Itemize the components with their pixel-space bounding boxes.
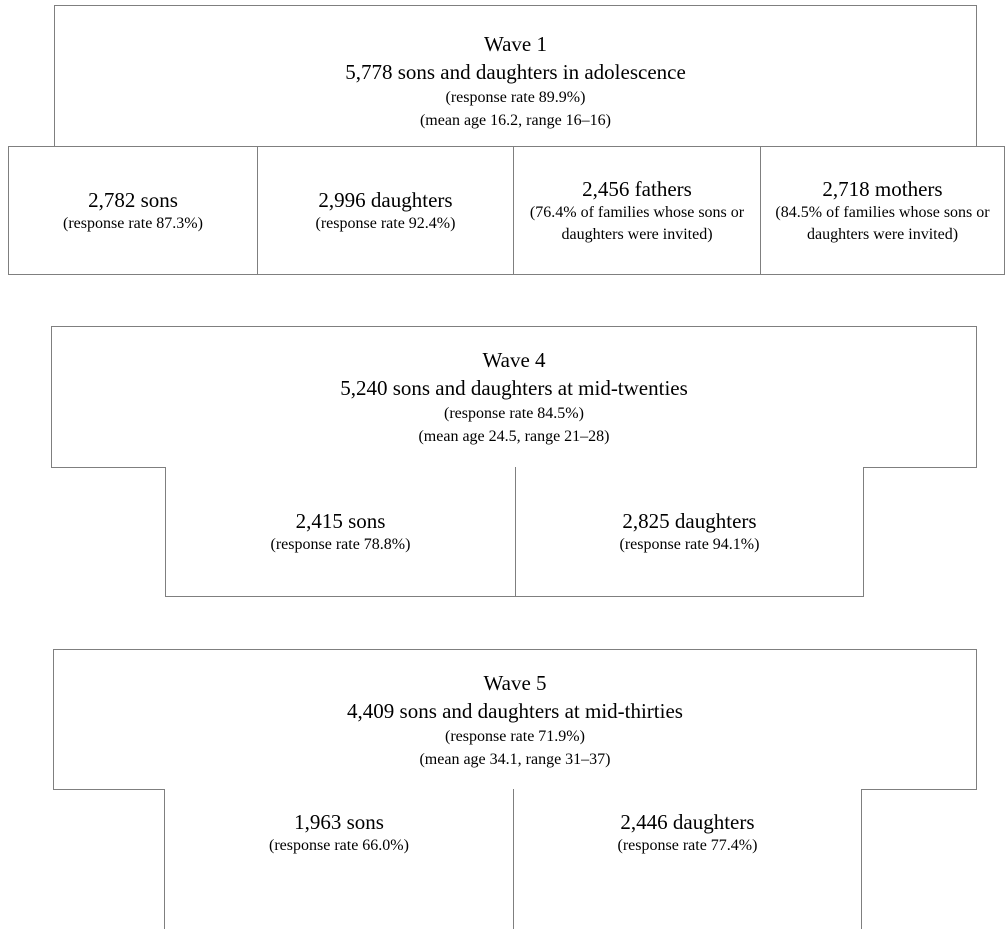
wave5-title: Wave 5 [483, 670, 547, 695]
wave5-response-rate: (response rate 71.9%) [445, 727, 585, 745]
wave5-sons-count: 1,963 sons [294, 810, 384, 834]
wave1-age: (mean age 16.2, range 16–16) [419, 111, 612, 129]
wave1-sons-detail: (response rate 87.3%) [63, 214, 203, 232]
wave5-daughters-count: 2,446 daughters [620, 810, 755, 834]
wave1-daughters-detail: (response rate 92.4%) [315, 214, 456, 232]
wave1-response-rate: (response rate 89.9%) [445, 88, 586, 106]
wave5-sons-detail: (response rate 66.0%) [269, 837, 409, 854]
wave5-header-box: Wave 5 4,409 sons and daughters at mid-t… [53, 649, 977, 790]
wave1-sons-box: 2,782 sons (response rate 87.3%) [8, 146, 258, 275]
wave1-summary: 5,778 sons and daughters in adolescence [345, 59, 686, 84]
wave4-daughters-count: 2,825 daughters [622, 508, 757, 533]
wave1-mothers-box: 2,718 mothers (84.5% of families whose s… [760, 146, 1005, 275]
wave5-daughters-box: 2,446 daughters (response rate 77.4%) [513, 789, 862, 929]
wave4-title: Wave 4 [482, 348, 546, 372]
wave4-daughters-box: 2,825 daughters (response rate 94.1%) [515, 467, 864, 597]
wave4-summary: 5,240 sons and daughters at mid-twenties [340, 376, 688, 400]
wave1-fathers-count: 2,456 fathers [582, 176, 692, 201]
wave4-daughters-detail: (response rate 94.1%) [619, 535, 760, 553]
wave5-daughters-detail: (response rate 77.4%) [617, 837, 758, 854]
wave1-mothers-detail: (84.5% of families whose sons or daughte… [775, 203, 990, 243]
wave4-sons-box: 2,415 sons (response rate 78.8%) [165, 467, 516, 597]
wave4-response-rate: (response rate 84.5%) [444, 405, 584, 422]
wave5-age: (mean age 34.1, range 31–37) [419, 750, 611, 768]
wave1-fathers-detail: (76.4% of families whose sons or daughte… [529, 203, 745, 243]
wave5-summary: 4,409 sons and daughters at mid-thirties [347, 698, 683, 723]
wave4-age: (mean age 24.5, range 21–28) [418, 428, 610, 445]
wave1-mothers-count: 2,718 mothers [822, 176, 943, 201]
wave1-fathers-box: 2,456 fathers (76.4% of families whose s… [513, 146, 761, 275]
wave1-title: Wave 1 [483, 31, 547, 56]
wave4-sons-count: 2,415 sons [295, 508, 386, 533]
wave1-header-box: Wave 1 5,778 sons and daughters in adole… [54, 5, 977, 147]
wave1-daughters-count: 2,996 daughters [318, 187, 453, 212]
wave1-daughters-box: 2,996 daughters (response rate 92.4%) [257, 146, 514, 275]
wave5-sons-box: 1,963 sons (response rate 66.0%) [164, 789, 514, 929]
wave4-header-box: Wave 4 5,240 sons and daughters at mid-t… [51, 326, 977, 468]
wave4-sons-detail: (response rate 78.8%) [270, 535, 411, 553]
wave1-sons-count: 2,782 sons [88, 187, 178, 212]
